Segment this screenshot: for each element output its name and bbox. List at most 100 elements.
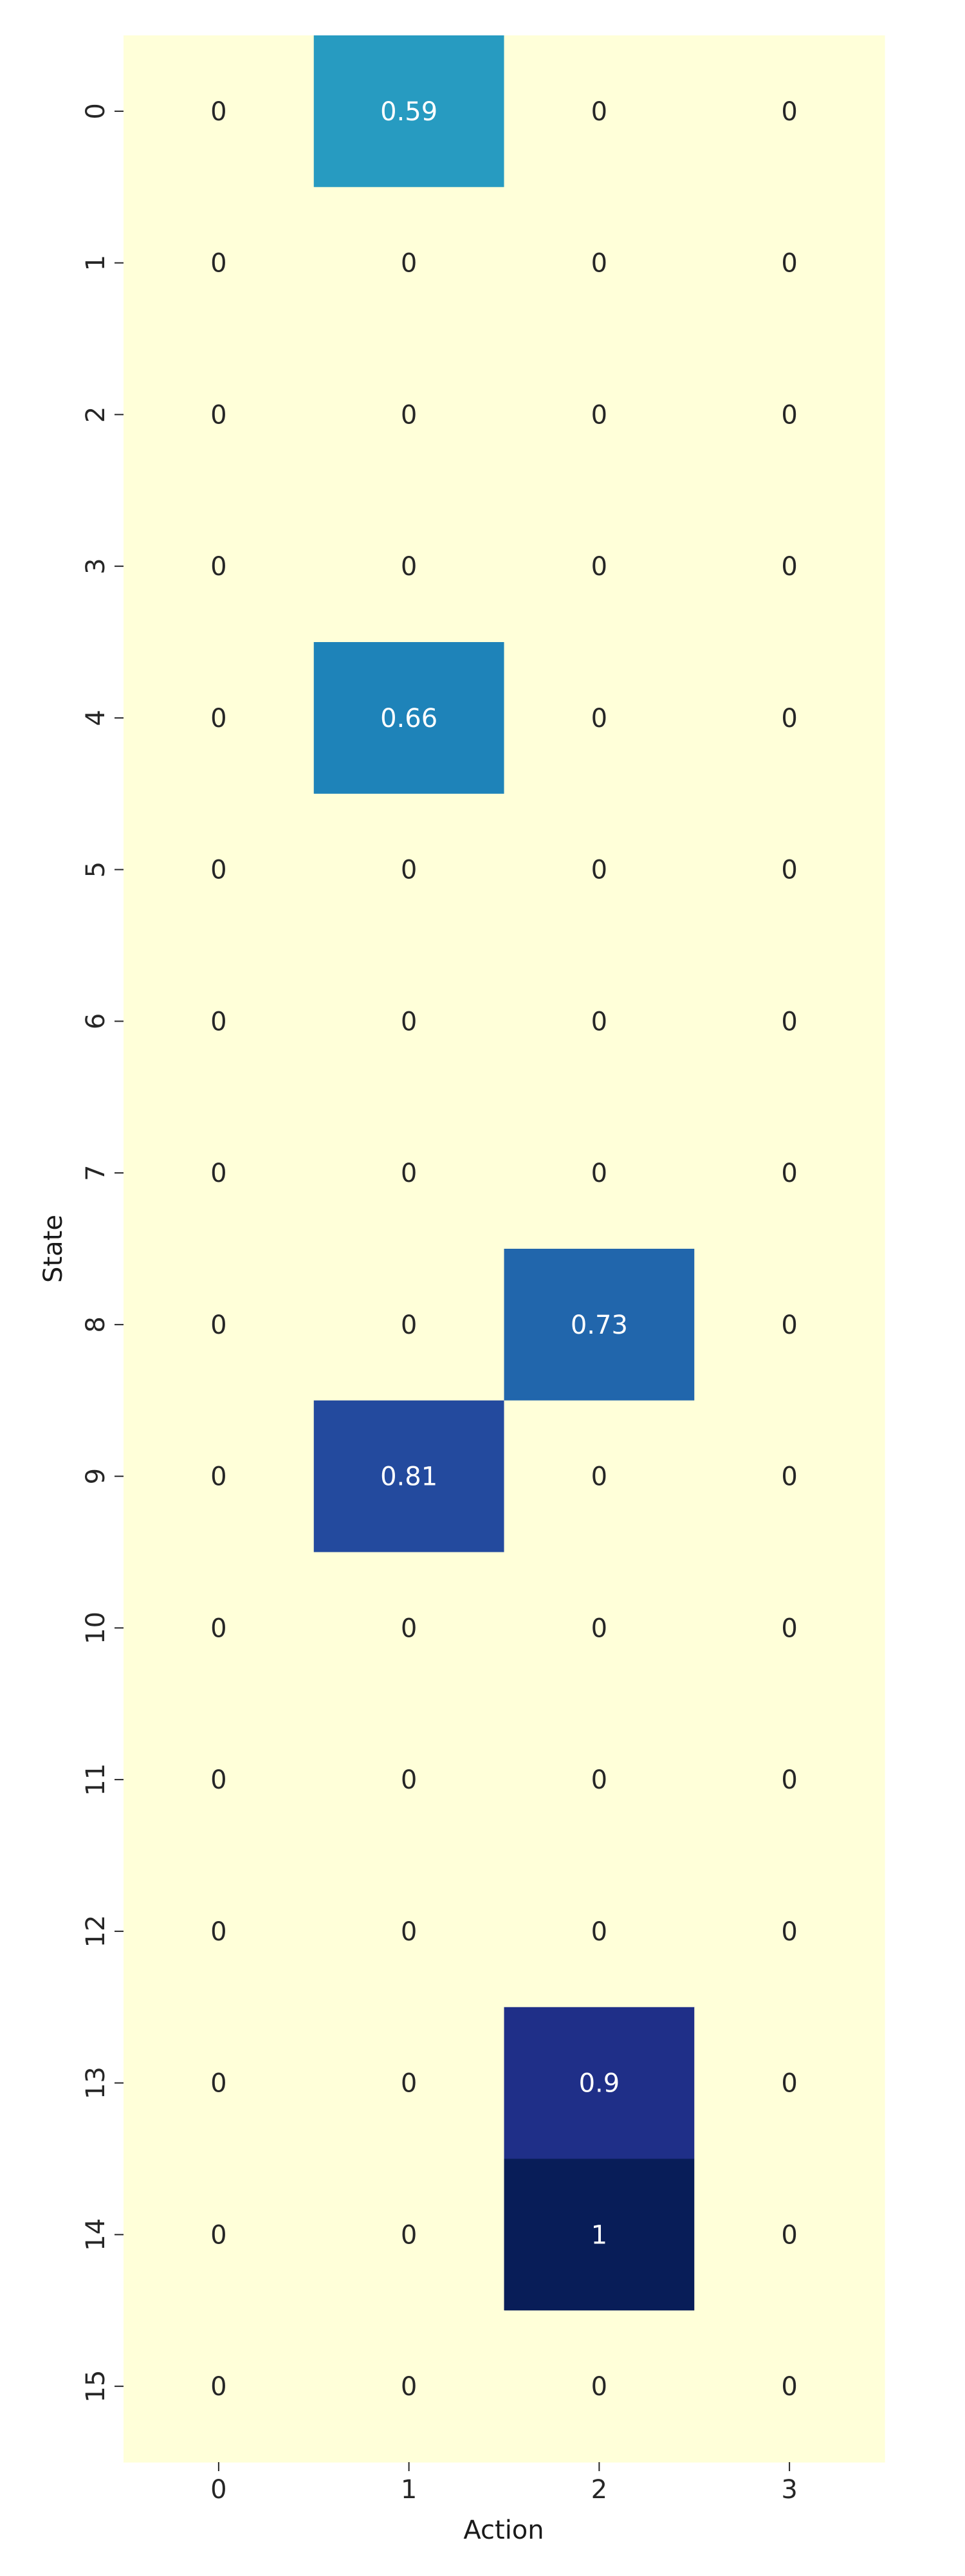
heatmap-cell xyxy=(694,338,885,491)
heatmap-cell xyxy=(504,1552,695,1704)
cell-value-label: 0 xyxy=(401,249,417,279)
cell-value-label: 0.73 xyxy=(571,1311,628,1340)
heatmap-cell xyxy=(504,1097,695,1249)
y-tick-label: 9 xyxy=(81,1468,111,1484)
y-axis-label: State xyxy=(39,1215,68,1283)
cell-value-label: 0 xyxy=(210,2220,226,2250)
heatmap-cell xyxy=(313,2007,505,2160)
heatmap-cell xyxy=(504,490,695,643)
cell-value-label: 0 xyxy=(401,400,417,430)
cell-value-label: 0 xyxy=(210,249,226,279)
heatmap-cell xyxy=(504,35,695,188)
heatmap-cell xyxy=(504,187,695,340)
y-tick-label: 7 xyxy=(81,1164,111,1181)
heatmap-cell xyxy=(313,187,505,340)
heatmap-cell xyxy=(124,338,315,491)
y-tick-label: 2 xyxy=(81,407,111,423)
heatmap-cell xyxy=(694,945,885,1098)
heatmap-cell xyxy=(694,2310,885,2463)
cell-value-label: 0 xyxy=(210,97,226,127)
heatmap-cell xyxy=(504,1400,695,1553)
cell-value-label: 0 xyxy=(401,1007,417,1036)
heatmap-cell xyxy=(124,187,315,340)
cell-value-label: 0 xyxy=(210,856,226,885)
cell-value-label: 0 xyxy=(781,1462,797,1492)
y-tick-label: 3 xyxy=(81,558,111,574)
heatmap-cell xyxy=(694,1097,885,1249)
cell-value-label: 0 xyxy=(591,97,607,127)
heatmap-cell xyxy=(313,1097,505,1249)
cell-value-label: 0 xyxy=(401,1765,417,1795)
y-tick-label: 4 xyxy=(81,710,111,726)
cell-value-label: 0 xyxy=(781,2220,797,2250)
cell-value-label: 0 xyxy=(781,1765,797,1795)
cell-value-label: 0 xyxy=(210,2069,226,2099)
heatmap-cell xyxy=(124,642,315,795)
cell-value-label: 0 xyxy=(401,552,417,582)
x-tick-label: 3 xyxy=(781,2475,797,2505)
heatmap-cell xyxy=(694,793,885,946)
cell-value-label: 0 xyxy=(591,249,607,279)
cell-value-label: 0 xyxy=(210,704,226,733)
heatmap-cell xyxy=(694,1400,885,1553)
cell-value-label: 0 xyxy=(781,2372,797,2402)
cell-value-label: 0 xyxy=(210,1765,226,1795)
cell-value-label: 0 xyxy=(591,552,607,582)
cell-value-label: 0 xyxy=(401,2372,417,2402)
cell-annotations: 0 0.59 0 0 0 0 0 0 0 0 0 0 0 0 0 0 0 0.66 0 0 0 0 0 0 0 0 0 0 0 0 0 0 0 0… xyxy=(210,97,798,2402)
cell-value-label: 0 xyxy=(781,1007,797,1036)
y-tick-label: 11 xyxy=(81,1763,111,1796)
cell-value-label: 0 xyxy=(781,2069,797,2099)
cell-value-label: 0 xyxy=(781,249,797,279)
cell-value-label: 0.81 xyxy=(380,1462,437,1492)
heatmap-cell xyxy=(124,793,315,946)
cell-value-label: 0 xyxy=(781,1311,797,1340)
cell-value-label: 0 xyxy=(210,1311,226,1340)
heatmap-cell xyxy=(694,1552,885,1704)
heatmap-cell xyxy=(504,2158,695,2311)
heatmap-cell xyxy=(313,642,505,795)
heatmap-cell xyxy=(313,338,505,491)
heatmap-cell xyxy=(124,1704,315,1856)
cell-value-label: 0 xyxy=(591,1007,607,1036)
cell-value-label: 0 xyxy=(591,1765,607,1795)
cell-value-label: 0 xyxy=(781,856,797,885)
heatmap-cell xyxy=(694,1249,885,1401)
cell-value-label: 0 xyxy=(591,1614,607,1643)
heatmap-cell xyxy=(504,338,695,491)
heatmap-cell xyxy=(504,1704,695,1856)
y-tick-label: 8 xyxy=(81,1316,111,1332)
cell-value-label: 0 xyxy=(401,1917,417,1947)
cell-value-label: 0 xyxy=(210,552,226,582)
heatmap-cell xyxy=(313,35,505,188)
cell-value-label: 0 xyxy=(591,1159,607,1188)
heatmap-cell xyxy=(694,490,885,643)
x-tick-label: 2 xyxy=(591,2475,607,2505)
cell-value-label: 0 xyxy=(591,1462,607,1492)
heatmap-cell xyxy=(504,1855,695,2008)
heatmap-cell xyxy=(504,2007,695,2160)
x-axis-ticks: 0 1 2 3 xyxy=(210,2462,798,2505)
heatmap-cell xyxy=(313,1552,505,1704)
cell-value-label: 0 xyxy=(401,856,417,885)
heatmap-cell xyxy=(694,642,885,795)
heatmap-cell xyxy=(313,1249,505,1401)
heatmap-cell xyxy=(694,2158,885,2311)
cell-value-label: 0 xyxy=(591,704,607,733)
cell-value-label: 0 xyxy=(210,1159,226,1188)
heatmap-cell xyxy=(124,2007,315,2160)
cell-value-label: 0.59 xyxy=(380,97,437,127)
cell-value-label: 0 xyxy=(210,2372,226,2402)
cell-value-label: 0 xyxy=(401,2069,417,2099)
heatmap-cell xyxy=(694,2007,885,2160)
x-tick-label: 0 xyxy=(210,2475,226,2505)
x-tick-label: 1 xyxy=(401,2475,417,2505)
cell-value-label: 0 xyxy=(591,856,607,885)
cell-value-label: 0 xyxy=(781,1159,797,1188)
y-tick-label: 13 xyxy=(81,2066,111,2099)
y-tick-label: 1 xyxy=(81,255,111,271)
heatmap-cell xyxy=(313,2310,505,2463)
